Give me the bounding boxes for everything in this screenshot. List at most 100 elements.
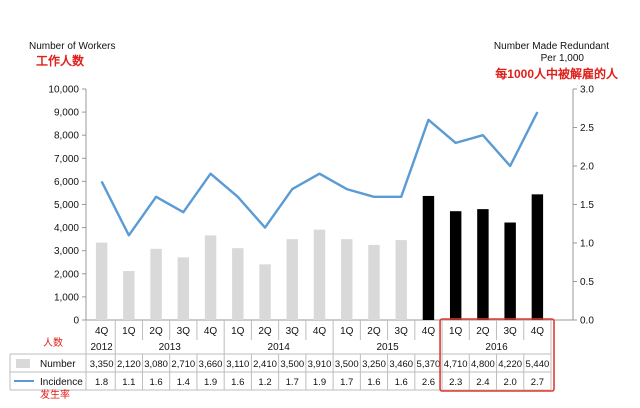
quarter-label: 1Q [231, 326, 245, 337]
incidence-value: 1.6 [149, 377, 162, 388]
bar [341, 239, 353, 320]
year-label: 2012 [90, 342, 113, 353]
incidence-value: 1.6 [231, 377, 244, 388]
incidence-value: 2.6 [422, 377, 435, 388]
left-tick-label: 10,000 [48, 85, 79, 96]
bar [368, 244, 380, 320]
left-axis-title-cn: 工作人数 [36, 53, 85, 68]
quarter-label: 3Q [177, 326, 191, 337]
right-tick-label: 0.5 [580, 277, 594, 288]
number-value: 2,120 [117, 359, 141, 370]
incidence-legend-label: Incidence [40, 377, 83, 388]
bar [531, 194, 544, 320]
incidence-value: 1.1 [122, 377, 135, 388]
incidence-value: 2.0 [504, 377, 517, 388]
bar [123, 271, 135, 320]
left-tick-label: 4,000 [54, 223, 79, 234]
left-tick-label: 0 [73, 316, 79, 327]
left-tick-label: 8,000 [54, 131, 79, 142]
left-tick-label: 9,000 [54, 108, 79, 119]
incidence-value: 2.4 [476, 377, 489, 388]
quarter-label: 3Q [395, 326, 409, 337]
incidence-value: 1.9 [313, 377, 326, 388]
left-tick-label: 6,000 [54, 177, 79, 188]
year-label: 2014 [268, 342, 291, 353]
number-value: 3,500 [280, 359, 304, 370]
right-tick-label: 2.0 [580, 162, 594, 173]
year-label: 2013 [159, 342, 182, 353]
number-value: 3,460 [389, 359, 413, 370]
right-axis-title-line1: Number Made Redundant [494, 41, 609, 52]
number-value: 3,110 [226, 359, 249, 370]
highlight-box-2016 [439, 318, 555, 392]
quarter-label: 3Q [286, 326, 300, 337]
quarter-label: 2Q [149, 326, 163, 337]
number-legend-label: Number [40, 359, 76, 370]
right-tick-label: 3.0 [580, 85, 594, 96]
incidence-value: 1.4 [177, 377, 190, 388]
number-value: 3,350 [90, 359, 114, 370]
left-axis-ticks: 0 1,000 2,000 3,000 4,000 5,000 6,000 7,000 8,00… [48, 85, 86, 327]
bar [150, 248, 162, 320]
incidence-line-series [100, 111, 539, 237]
number-value: 5,370 [417, 359, 441, 370]
left-tick-label: 2,000 [54, 269, 79, 280]
left-tick-label: 3,000 [54, 246, 79, 257]
bar [477, 209, 489, 320]
bar [504, 222, 516, 320]
number-value: 3,910 [308, 359, 332, 370]
number-value: 2,410 [253, 359, 277, 370]
incidence-value: 1.6 [367, 377, 380, 388]
quarter-label: 4Q [422, 326, 436, 337]
data-table: 4Q 1Q 2Q 3Q 4Q 1Q 2Q 3Q 4Q 1Q 2Q 3Q 4Q 1Q 2Q 3Q 4Q 2012 20… [9, 320, 552, 391]
quarter-label: 2Q [476, 326, 490, 337]
left-tick-label: 5,000 [54, 200, 79, 211]
incidence-value: 1.6 [395, 377, 408, 388]
bar [449, 211, 462, 320]
left-tick-label: 1,000 [54, 292, 79, 303]
bar [422, 195, 435, 320]
left-tick-label: 7,000 [54, 154, 79, 165]
quarter-label: 4Q [531, 326, 545, 337]
quarter-label: 1Q [449, 326, 463, 337]
year-label: 2015 [376, 342, 399, 353]
number-value: 2,710 [171, 359, 195, 370]
number-value: 5,440 [525, 359, 549, 370]
left-axis-title: Number of Workers [29, 41, 116, 52]
right-tick-label: 2.5 [580, 123, 594, 134]
year-label: 2016 [485, 342, 508, 353]
bar-series [95, 194, 544, 320]
bar [286, 239, 298, 320]
number-value: 4,800 [471, 359, 495, 370]
number-legend-swatch [16, 359, 30, 368]
number-value: 4,220 [498, 359, 522, 370]
incidence-value: 1.2 [258, 377, 271, 388]
right-axis-ticks: 0.0 0.5 1.0 1.5 2.0 2.5 3.0 [573, 85, 594, 327]
incidence-value: 2.3 [449, 377, 462, 388]
number-value: 3,660 [199, 359, 223, 370]
bar [259, 264, 271, 320]
incidence-value: 2.7 [531, 377, 544, 388]
incidence-value: 1.7 [340, 377, 353, 388]
right-tick-label: 1.0 [580, 239, 594, 250]
incidence-value: 1.7 [286, 377, 299, 388]
number-value: 3,250 [362, 359, 386, 370]
quarter-label: 2Q [258, 326, 272, 337]
quarter-label: 4Q [95, 326, 109, 337]
number-value: 3,500 [335, 359, 359, 370]
bar [204, 235, 217, 320]
number-value: 3,080 [144, 359, 168, 370]
quarter-label: 2Q [367, 326, 381, 337]
quarter-label: 1Q [122, 326, 136, 337]
quarter-label: 4Q [313, 326, 327, 337]
quarter-label: 4Q [204, 326, 218, 337]
bar [395, 240, 407, 320]
bar [95, 242, 108, 320]
incidence-line [100, 111, 539, 237]
incidence-value: 1.8 [95, 377, 108, 388]
right-tick-label: 1.5 [580, 200, 594, 211]
right-tick-label: 0.0 [580, 316, 594, 327]
table-label-cn-bottom: 发生率 [40, 388, 70, 401]
right-axis-title-cn: 每1000人中被解雇的人 [495, 66, 619, 81]
